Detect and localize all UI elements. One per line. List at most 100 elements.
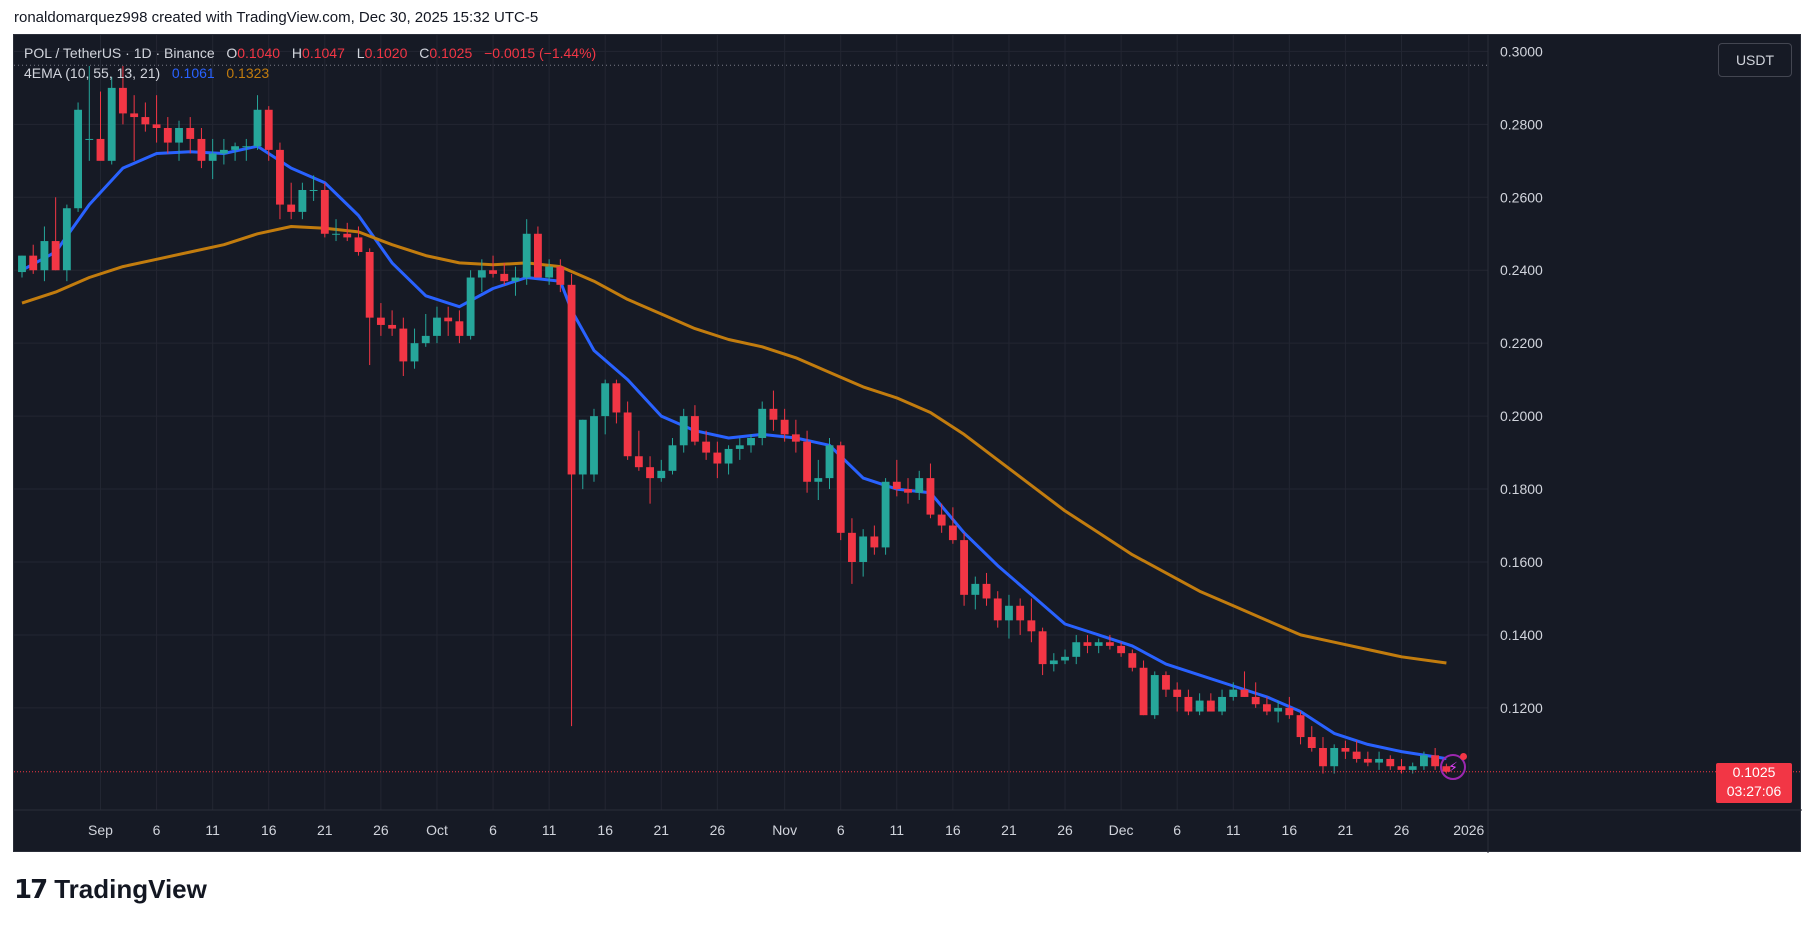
ohlc-low-value: 0.1020 bbox=[364, 45, 408, 61]
y-tick-label: 0.1800 bbox=[1500, 481, 1543, 497]
candle-body bbox=[1027, 620, 1036, 632]
y-tick-label: 0.2000 bbox=[1500, 408, 1543, 424]
candle-body bbox=[915, 478, 924, 493]
x-tick-label: 6 bbox=[837, 822, 845, 838]
candlestick-chart[interactable]: 0.1200 0.1400 0.1600 0.1800 0.2000 0.2200 0.24… bbox=[14, 35, 1802, 853]
candle-body bbox=[1139, 667, 1148, 716]
x-tick-label: 26 bbox=[710, 822, 726, 838]
candle-body bbox=[848, 532, 856, 562]
candle-body bbox=[1352, 751, 1361, 759]
candle-body bbox=[1150, 675, 1159, 716]
ohlc-high-key: H bbox=[291, 45, 303, 61]
last-price-value: 0.1025 bbox=[1732, 763, 1776, 780]
candle-body bbox=[533, 233, 542, 278]
candle-body bbox=[141, 117, 150, 125]
y-tick-label: 0.1400 bbox=[1500, 627, 1543, 643]
candle-body bbox=[803, 441, 812, 482]
candle-body bbox=[1072, 642, 1081, 657]
candle-body bbox=[1117, 645, 1126, 654]
candle-body bbox=[74, 109, 83, 209]
candle-body bbox=[489, 270, 497, 274]
y-tick-label: 0.2400 bbox=[1500, 262, 1543, 278]
x-tick-label: 11 bbox=[890, 822, 905, 838]
currency-unit-button[interactable]: USDT bbox=[1718, 43, 1792, 77]
x-tick-label: Dec bbox=[1109, 822, 1134, 838]
alert-dot bbox=[1460, 753, 1467, 760]
candle-body bbox=[376, 317, 385, 325]
x-tick-label: 26 bbox=[373, 822, 389, 838]
candle-body bbox=[433, 317, 441, 336]
candle-body bbox=[623, 412, 632, 457]
candle-body bbox=[219, 149, 228, 154]
candle-body bbox=[186, 128, 195, 139]
candle-body bbox=[1397, 766, 1406, 770]
candle-body bbox=[1431, 755, 1440, 767]
candle-body bbox=[1061, 656, 1069, 661]
candle-body bbox=[1083, 642, 1092, 646]
indicator-label[interactable]: 4EMA (10, 55, 13, 21) bbox=[24, 65, 161, 81]
ohlc-close-value: 0.1025 bbox=[429, 45, 473, 61]
candle-body bbox=[791, 434, 800, 442]
candle-body bbox=[1173, 689, 1182, 697]
x-tick-label: 16 bbox=[1282, 822, 1298, 838]
ohlc-open-key: O bbox=[226, 45, 238, 61]
x-tick-label: 11 bbox=[1226, 822, 1241, 838]
ohlc-open-value: 0.1040 bbox=[237, 45, 281, 61]
candle-body bbox=[1229, 689, 1238, 697]
candle-body bbox=[960, 540, 969, 595]
candle-body bbox=[993, 598, 1002, 621]
candle-body bbox=[421, 335, 430, 344]
x-tick-label: Sep bbox=[88, 822, 113, 838]
candle-body bbox=[309, 190, 318, 191]
candle-body bbox=[690, 416, 699, 442]
candle-body bbox=[601, 383, 610, 417]
y-tick-label: 0.3000 bbox=[1500, 43, 1543, 59]
candle-body bbox=[175, 128, 183, 143]
candle-body bbox=[724, 448, 733, 464]
y-tick-label: 0.2800 bbox=[1500, 116, 1543, 132]
candle-body bbox=[208, 153, 217, 161]
candle-body bbox=[242, 146, 251, 148]
candle-body bbox=[971, 583, 980, 595]
x-tick-label: 16 bbox=[597, 822, 613, 838]
lightning-alert-icon[interactable]: ⚡ bbox=[1440, 753, 1467, 780]
candle-body bbox=[1330, 748, 1339, 767]
candle-body bbox=[1206, 700, 1215, 712]
symbol-label[interactable]: POL / TetherUS · 1D · Binance bbox=[24, 45, 215, 61]
candle-body bbox=[814, 478, 823, 482]
candle-body bbox=[1408, 766, 1417, 770]
tradingview-brand[interactable]: 17 TradingView bbox=[14, 874, 207, 905]
y-tick-label: 0.1600 bbox=[1500, 554, 1543, 570]
candle-body bbox=[96, 138, 105, 161]
ema-fast-value: 0.1061 bbox=[171, 65, 215, 81]
candle-body bbox=[1296, 715, 1305, 738]
x-tick-label: 21 bbox=[1001, 822, 1017, 838]
candle-body bbox=[163, 128, 172, 143]
candle-body bbox=[1105, 642, 1114, 646]
x-tick-label: 26 bbox=[1394, 822, 1410, 838]
candle-body bbox=[107, 87, 116, 161]
candle-body bbox=[1038, 631, 1047, 665]
candle-body bbox=[870, 536, 879, 548]
chart-panel[interactable]: 0.1200 0.1400 0.1600 0.1800 0.2000 0.2200 0.24… bbox=[13, 34, 1802, 853]
candle-body bbox=[298, 190, 307, 212]
candle-body bbox=[590, 416, 598, 475]
ema-fast-line bbox=[21, 144, 1447, 761]
x-tick-label: 11 bbox=[205, 822, 220, 838]
candle-body bbox=[668, 445, 677, 471]
candle-body bbox=[982, 583, 991, 599]
candle-body bbox=[780, 419, 789, 435]
candle-body bbox=[1307, 737, 1316, 748]
candle-body bbox=[937, 514, 946, 526]
candle-body bbox=[881, 481, 890, 548]
candle-body bbox=[332, 233, 340, 235]
x-tick-label: 26 bbox=[1057, 822, 1073, 838]
candle-body bbox=[522, 233, 531, 278]
candle-body bbox=[713, 452, 722, 464]
brand-name: TradingView bbox=[54, 874, 207, 904]
candle-body bbox=[836, 445, 845, 533]
candle-body bbox=[343, 233, 352, 238]
candle-body bbox=[892, 481, 901, 490]
candle-body bbox=[1094, 642, 1103, 646]
x-tick-label: 6 bbox=[153, 822, 161, 838]
